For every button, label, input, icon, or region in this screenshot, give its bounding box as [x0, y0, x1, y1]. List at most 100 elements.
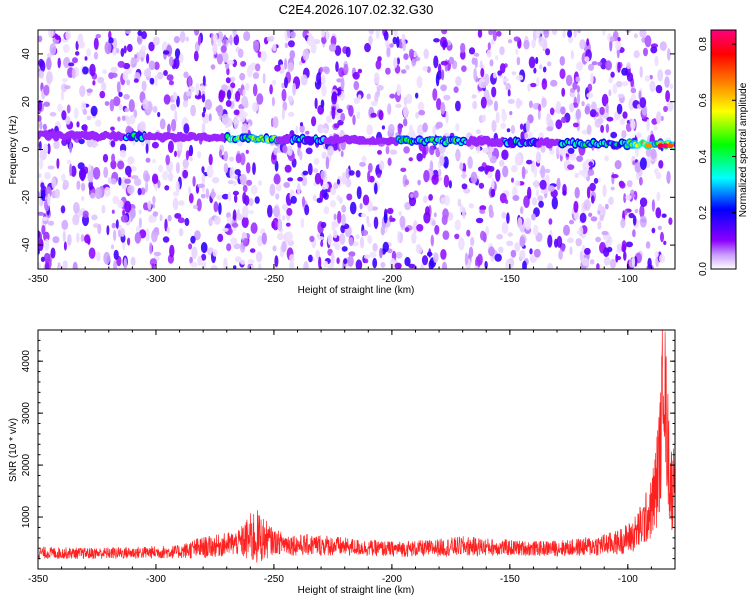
noise-blob — [412, 51, 418, 58]
noise-blob — [330, 252, 335, 264]
noise-blob — [470, 236, 475, 247]
noise-blob — [188, 75, 192, 88]
noise-blob — [586, 124, 592, 135]
noise-blob — [601, 93, 609, 107]
noise-blob — [168, 172, 174, 182]
noise-blob — [199, 85, 206, 91]
noise-blob — [41, 225, 46, 235]
noise-blob — [332, 241, 340, 247]
noise-blob — [639, 197, 648, 207]
noise-blob — [201, 93, 206, 103]
noise-blob — [375, 30, 380, 39]
noise-blob — [538, 200, 544, 208]
noise-blob — [252, 83, 258, 97]
noise-blob — [197, 151, 202, 159]
noise-blob — [239, 72, 246, 81]
noise-blob — [589, 259, 595, 265]
noise-blob — [623, 251, 627, 261]
noise-blob — [428, 194, 433, 201]
noise-blob — [408, 263, 416, 269]
noise-blob — [250, 264, 254, 269]
noise-blob — [531, 38, 536, 49]
noise-blob — [266, 36, 271, 42]
noise-blob — [286, 207, 293, 216]
noise-blob — [625, 194, 632, 201]
noise-blob — [190, 261, 198, 268]
noise-blob — [257, 235, 263, 247]
noise-blob — [583, 199, 591, 211]
x-tick-label: -150 — [500, 274, 520, 285]
noise-blob — [110, 72, 118, 78]
noise-blob — [330, 200, 336, 208]
noise-blob — [389, 43, 394, 48]
noise-blob — [277, 232, 284, 241]
noise-blob — [47, 220, 55, 226]
noise-blob — [345, 168, 350, 180]
noise-blob — [47, 193, 51, 207]
noise-blob — [273, 205, 280, 218]
noise-blob — [422, 122, 428, 133]
noise-blob — [258, 180, 263, 186]
noise-blob — [609, 258, 617, 269]
noise-blob — [103, 166, 109, 179]
noise-blob — [277, 218, 283, 232]
noise-blob — [331, 106, 336, 120]
noise-blob — [195, 82, 200, 96]
noise-blob — [149, 258, 157, 267]
noise-blob — [145, 228, 150, 242]
noise-blob — [666, 101, 674, 112]
noise-blob — [423, 169, 430, 183]
noise-blob — [54, 188, 60, 199]
noise-blob — [144, 173, 150, 182]
noise-blob — [52, 236, 60, 244]
noise-blob — [562, 190, 567, 196]
noise-blob — [43, 252, 51, 263]
band-blob — [673, 142, 675, 148]
noise-blob — [597, 61, 603, 66]
noise-blob — [615, 40, 622, 51]
noise-blob — [244, 83, 250, 91]
snr-x-ticks: -350 -300 -250 -200 -150 -100 — [28, 330, 676, 585]
noise-blob — [533, 67, 537, 74]
noise-blob — [448, 56, 455, 65]
noise-blob — [653, 125, 658, 131]
noise-blob — [281, 108, 285, 120]
noise-blob — [659, 41, 667, 51]
noise-blob — [403, 146, 410, 154]
noise-blob — [307, 163, 313, 176]
noise-blob — [287, 145, 293, 157]
noise-blob — [110, 66, 118, 73]
noise-blob — [587, 169, 595, 176]
noise-blob — [125, 165, 132, 176]
noise-blob — [485, 165, 492, 172]
noise-blob — [77, 162, 85, 170]
noise-blob — [340, 112, 346, 122]
noise-blob — [501, 211, 507, 219]
noise-blob — [389, 215, 393, 223]
noise-blob — [249, 248, 256, 253]
noise-blob — [120, 214, 129, 223]
noise-blob — [47, 165, 55, 170]
noise-blob — [345, 46, 351, 58]
noise-blob — [311, 116, 317, 127]
noise-blob — [118, 177, 122, 186]
noise-blob — [411, 58, 417, 67]
noise-blob — [174, 48, 181, 59]
noise-blob — [658, 160, 664, 169]
noise-blob — [299, 122, 304, 127]
noise-blob — [67, 234, 72, 246]
noise-blob — [252, 72, 260, 80]
noise-blob — [241, 216, 249, 228]
noise-blob — [364, 42, 371, 53]
noise-blob — [122, 209, 126, 217]
y-tick-label: 40 — [21, 48, 32, 60]
noise-blob — [540, 143, 546, 153]
band-peak — [667, 143, 674, 149]
noise-blob — [102, 69, 107, 75]
noise-blob — [210, 191, 216, 199]
noise-blob — [46, 57, 52, 71]
noise-blob — [282, 144, 288, 154]
noise-blob — [473, 67, 477, 81]
noise-blob — [460, 42, 466, 54]
noise-blob — [646, 118, 650, 132]
